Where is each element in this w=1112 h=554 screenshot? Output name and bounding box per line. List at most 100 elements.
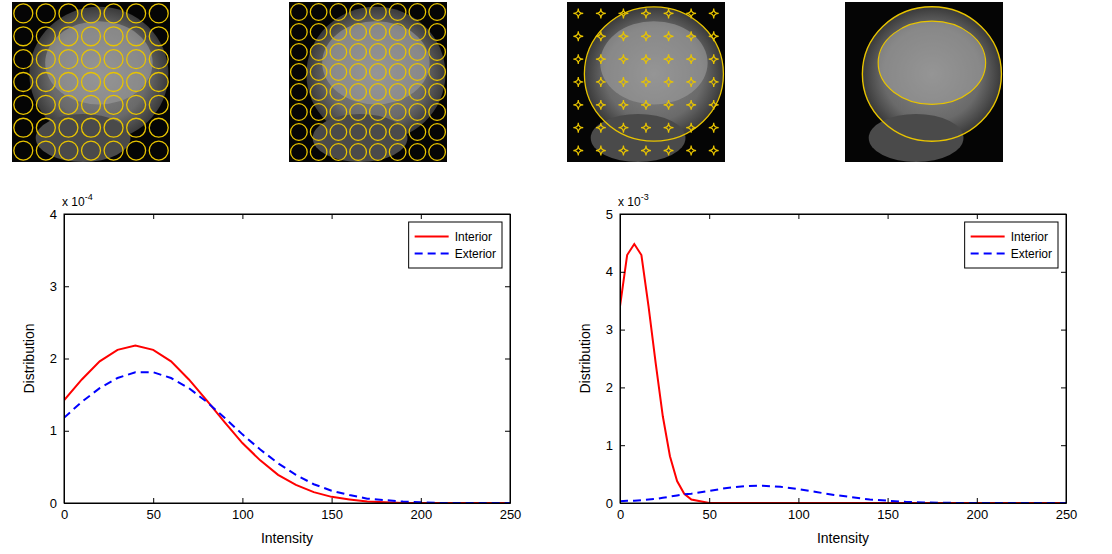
neck-shape [36, 114, 131, 162]
multiplier-base: x 10 [62, 195, 85, 209]
image-background [289, 2, 447, 162]
contour [149, 141, 168, 160]
contour [104, 141, 123, 160]
contour [709, 146, 719, 156]
contour [149, 118, 168, 137]
contour [14, 73, 33, 92]
contour [641, 146, 651, 156]
tick-label: 50 [146, 507, 160, 522]
contour [573, 146, 583, 156]
plot-frame [620, 214, 1066, 503]
contour [350, 24, 367, 41]
tick: 200 [966, 498, 988, 522]
tick: 150 [321, 498, 343, 522]
contour [596, 8, 606, 18]
contours [862, 7, 1001, 141]
legend-label: Interior [1011, 230, 1048, 244]
tick-mark [153, 498, 154, 503]
contour [310, 44, 327, 61]
brain-shape [45, 21, 152, 104]
image-panel [845, 2, 1003, 162]
contour [664, 77, 674, 87]
contour [310, 124, 327, 141]
contour [82, 50, 101, 69]
x-axis-top [621, 214, 1067, 219]
contour [59, 27, 78, 46]
contour [409, 104, 426, 121]
contour [36, 141, 55, 160]
contour [709, 123, 719, 133]
contour [36, 118, 55, 137]
contour [59, 50, 78, 69]
contour [127, 141, 146, 160]
contour [104, 27, 123, 46]
lines [620, 244, 1066, 503]
tick-label: 150 [877, 507, 899, 522]
contour [686, 77, 696, 87]
tick [1061, 387, 1066, 388]
plot-area [620, 214, 1066, 503]
x-axis: 050100150200250 [61, 498, 521, 522]
x-axis-title: Intensity [261, 530, 313, 546]
contour [686, 146, 696, 156]
contour [596, 31, 606, 41]
contour [149, 4, 168, 23]
contour [709, 77, 719, 87]
tick [505, 286, 510, 287]
brain-shape [322, 21, 429, 104]
contour [409, 84, 426, 101]
contour [429, 124, 446, 141]
tick: 50 [702, 498, 716, 522]
contour [82, 118, 101, 137]
plot-area [64, 214, 510, 503]
legend-swatch [971, 236, 1005, 238]
tick: 2 [606, 380, 625, 395]
tick-mark [888, 214, 889, 219]
plot-frame [64, 214, 510, 503]
contour [59, 73, 78, 92]
contour [82, 95, 101, 114]
legend: InteriorExterior [409, 222, 502, 268]
series-line [64, 372, 510, 503]
tick [1061, 445, 1066, 446]
contour [59, 4, 78, 23]
tick-label: 3 [606, 322, 613, 337]
contour [291, 144, 308, 161]
tick-label: 150 [321, 507, 343, 522]
tick-label: 4 [606, 264, 613, 279]
contour [370, 4, 387, 21]
contour [573, 123, 583, 133]
contour [641, 77, 651, 87]
contour [641, 100, 651, 110]
image-panel [289, 2, 447, 162]
tick: 100 [788, 498, 810, 522]
tick-label: 100 [232, 507, 254, 522]
tick-mark [64, 359, 69, 360]
contour [664, 8, 674, 18]
contour [291, 4, 308, 21]
image-background [845, 2, 1003, 162]
tick-label: 0 [50, 496, 57, 511]
contour [618, 100, 628, 110]
tick [332, 214, 333, 219]
tick-label: 200 [966, 507, 988, 522]
tick-mark [620, 445, 625, 446]
tick-label: 5 [606, 207, 613, 222]
tick-mark [505, 431, 510, 432]
contour [641, 31, 651, 41]
contour [596, 77, 606, 87]
tick-mark [421, 498, 422, 503]
contour [370, 144, 387, 161]
contour [310, 4, 327, 21]
tick: 200 [410, 498, 432, 522]
contour [330, 84, 347, 101]
contour [36, 95, 55, 114]
contour [429, 64, 446, 81]
axis-multiplier: x 10-3 [618, 192, 649, 209]
tick [505, 359, 510, 360]
contour [14, 27, 33, 46]
tick-mark [1061, 445, 1066, 446]
contour [429, 4, 446, 21]
legend-label: Exterior [455, 247, 496, 261]
tick [1061, 330, 1066, 331]
